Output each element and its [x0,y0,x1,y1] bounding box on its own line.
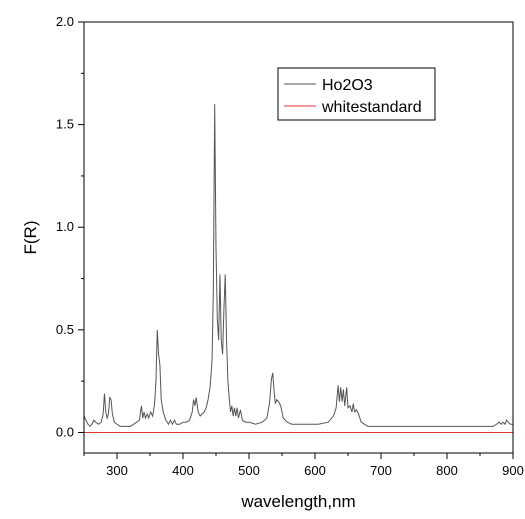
y-tick-label: 0.0 [56,424,74,439]
y-tick-label: 0.5 [56,322,74,337]
series-layer [84,104,513,433]
legend-box [277,67,436,121]
x-tick-label: 600 [304,463,326,478]
y-tick-label: 1.0 [56,219,74,234]
x-tick-label: 800 [436,463,458,478]
legend-label-whitestandard: whitestandard [321,99,422,116]
x-tick-label: 300 [106,463,128,478]
x-axis-ticks: 300 400 500 600 700 800 900 [83,453,524,478]
legend: Ho2O3 whitestandard [277,67,436,121]
y-tick-label: 2.0 [56,14,74,29]
plot-frame [83,21,514,454]
legend-label-ho2o3: Ho2O3 [322,77,373,94]
x-axis-title: wavelength,nm [240,492,355,511]
y-axis-title: F(R) [21,221,40,255]
x-tick-label: 400 [172,463,194,478]
x-tick-label: 700 [370,463,392,478]
y-axis-ticks: 0.0 0.5 1.0 1.5 2.0 [56,14,84,439]
y-tick-label: 1.5 [56,117,74,132]
series-line-ho2o3 [84,104,513,428]
x-tick-label: 900 [502,463,524,478]
x-tick-label: 500 [238,463,260,478]
